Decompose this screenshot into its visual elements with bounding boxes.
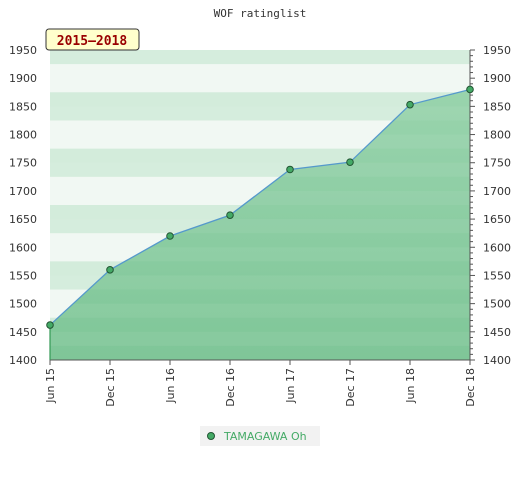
- background-band: [50, 120, 470, 136]
- y-tick-label-right: 1900: [483, 72, 511, 85]
- y-tick-label-left: 1500: [9, 298, 37, 311]
- area-stripe: [50, 50, 470, 65]
- data-point: [406, 100, 414, 109]
- area-path: [50, 89, 470, 361]
- y-tick-label-left: 1650: [9, 213, 37, 226]
- y-tick-label-left: 1900: [9, 72, 37, 85]
- data-point: [106, 266, 114, 274]
- series-line: [49, 88, 471, 326]
- data-point: [466, 85, 474, 94]
- y-tick-label-right: 1550: [483, 269, 511, 282]
- area-fill: [50, 50, 470, 361]
- area-stripe: [50, 162, 470, 177]
- background-band: [50, 50, 470, 65]
- y-tick-label-right: 1800: [483, 129, 511, 142]
- data-point: [226, 211, 234, 219]
- y-tick-label-right: 1500: [483, 298, 511, 311]
- y-tick-label-right: 1400: [483, 354, 511, 367]
- area-stripe: [50, 275, 470, 290]
- data-point: [346, 158, 354, 166]
- y-tick-label-left: 1400: [9, 354, 37, 367]
- x-tick-label: Jun 17: [284, 368, 297, 404]
- y-tick-label-right: 1850: [483, 100, 511, 113]
- x-axis-labels: Jun 15 Dec 15 Jun 16 Dec 16 Jun 17 Dec 17 Jun …: [44, 368, 477, 407]
- y-tick-label-left: 1450: [9, 326, 37, 339]
- x-tick-label: Jun 18: [404, 368, 417, 404]
- x-tick-label: Dec 17: [344, 368, 357, 407]
- y-tick-label-left: 1750: [9, 157, 37, 170]
- data-point: [166, 232, 174, 240]
- data-point: [286, 165, 294, 174]
- data-point: [46, 321, 54, 329]
- y-tick-label-right: 1600: [483, 241, 511, 254]
- area-stripe: [50, 78, 470, 93]
- y-axis-left-labels: 1400 1450 1500 1550 1600 1650 1700 1750 1800 1850…: [9, 44, 37, 367]
- period-badge-label: 2015–2018: [57, 34, 128, 49]
- background-band: [50, 64, 470, 79]
- rating-line: [49, 88, 471, 326]
- area-stripe: [50, 134, 470, 149]
- y-tick-label-left: 1700: [9, 185, 37, 198]
- y-tick-label-right: 1950: [483, 44, 511, 57]
- legend-series-name: TAMAGAWA Oh: [223, 430, 307, 443]
- y-axis-right-labels: 1400 1450 1500 1550 1600 1650 1700 1750 1800 1850…: [483, 44, 511, 367]
- y-tick-label-left: 1950: [9, 44, 37, 57]
- y-tick-label-right: 1700: [483, 185, 511, 198]
- y-tick-label-left: 1800: [9, 129, 37, 142]
- area-stripe: [50, 303, 470, 318]
- period-badge: 2015–2018: [45, 28, 140, 51]
- y-tick-label-left: 1600: [9, 241, 37, 254]
- area-stripe: [50, 190, 470, 205]
- axes: [49, 49, 475, 365]
- legend-marker: [207, 432, 215, 440]
- x-tick-label: Dec 15: [104, 368, 117, 407]
- background-band: [50, 92, 470, 107]
- legend: TAMAGAWA Oh: [200, 426, 320, 446]
- area-stripe: [50, 247, 470, 262]
- background-band: [50, 134, 470, 150]
- x-tick-label: Dec 18: [464, 368, 477, 407]
- background-band: [50, 106, 470, 121]
- data-points: [46, 85, 474, 329]
- area-stripe: [50, 331, 470, 346]
- area-stripe: [50, 219, 470, 234]
- x-tick-label: Dec 16: [224, 368, 237, 407]
- x-tick-label: Jun 16: [164, 368, 177, 404]
- background-band: [50, 78, 470, 93]
- y-tick-label-left: 1550: [9, 269, 37, 282]
- y-tick-label-right: 1650: [483, 213, 511, 226]
- y-tick-label-right: 1450: [483, 326, 511, 339]
- y-tick-label-right: 1750: [483, 157, 511, 170]
- x-tick-label: Jun 15: [44, 368, 57, 404]
- y-tick-label-left: 1850: [9, 100, 37, 113]
- area-stripe: [50, 106, 470, 121]
- chart-title: WOF ratinglist: [214, 7, 307, 20]
